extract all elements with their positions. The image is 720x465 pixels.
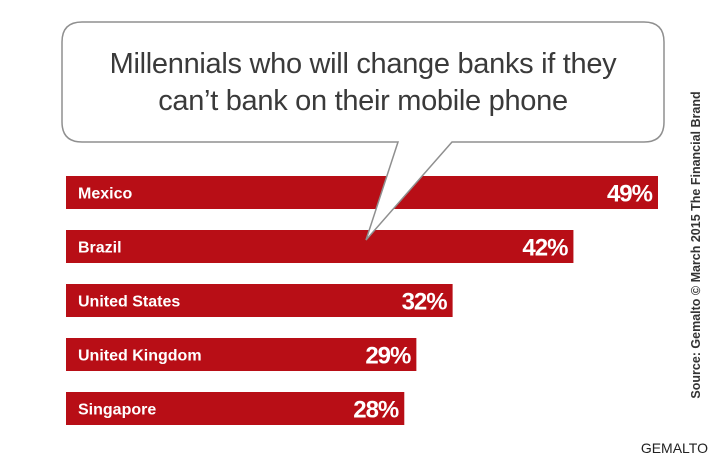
chart-title-line-1: Millennials who will change banks if the…	[110, 48, 618, 80]
bar-value-label: 42%	[522, 235, 568, 262]
speech-bubble: Millennials who will change banks if the…	[61, 21, 665, 241]
bar-value-label: 49%	[607, 181, 653, 208]
source-note: Source: Gemalto © March 2015 The Financi…	[689, 91, 703, 398]
bar-value-label: 28%	[353, 397, 399, 424]
chart-title-line-2: can’t bank on their mobile phone	[158, 85, 568, 117]
bar-category-label: Brazil	[78, 240, 122, 257]
bar-mexico	[66, 176, 658, 209]
bar-category-label: Mexico	[78, 186, 132, 203]
bar-value-label: 32%	[402, 289, 448, 316]
bar-category-label: United States	[78, 294, 180, 311]
bar-singapore	[66, 392, 405, 425]
bar-brazil	[66, 230, 574, 263]
bar-value-label: 29%	[365, 343, 411, 370]
watermark: GEMALTO	[640, 440, 708, 456]
bars: Mexico 49% Brazil 42% United States 32% United…	[66, 176, 658, 425]
bar-category-label: United Kingdom	[78, 348, 202, 365]
bar-united-kingdom	[66, 338, 417, 371]
bar-category-label: Singapore	[78, 402, 156, 419]
speech-bubble-shape	[61, 21, 665, 241]
bar-united-states	[66, 284, 453, 317]
